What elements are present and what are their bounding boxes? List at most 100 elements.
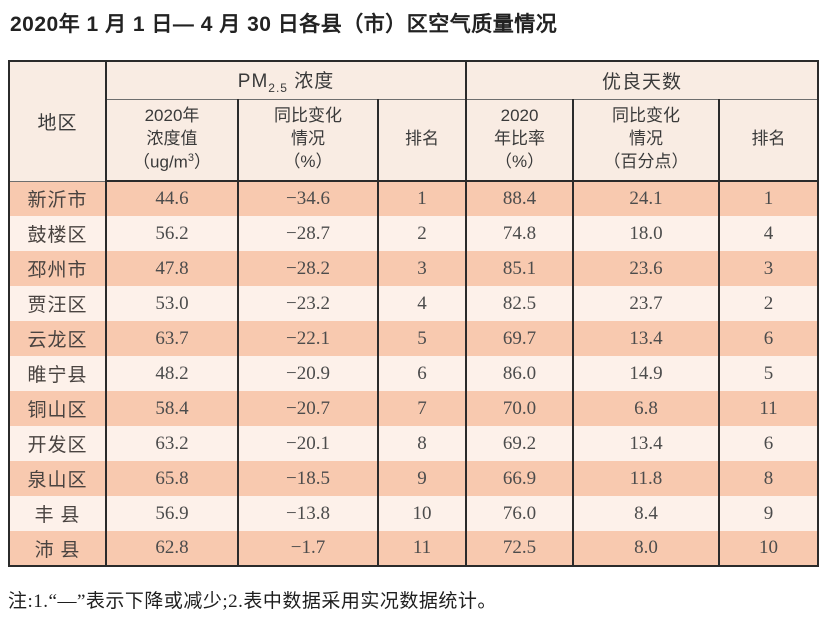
cell-good-change: 8.0 [572, 531, 721, 566]
cell-pm-value: 65.8 [105, 461, 239, 496]
table-row-tongshan: 铜山区 58.4 −20.7 7 70.0 6.8 11 [8, 391, 820, 426]
cell-pm-change: −20.9 [237, 356, 379, 391]
cubic-superscript: 3 [187, 151, 194, 164]
cell-region: 铜山区 [8, 391, 107, 426]
cell-good-ratio: 76.0 [465, 496, 575, 531]
table-row-fengxian: 丰 县 56.9 −13.8 10 76.0 8.4 9 [8, 496, 820, 531]
table-row-xinyi: 新沂市 44.6 −34.6 1 88.4 24.1 1 [8, 181, 820, 216]
cell-good-ratio: 66.9 [465, 461, 575, 496]
page-title: 2020年 1 月 1 日— 4 月 30 日各县（市）区空气质量情况 [10, 13, 558, 36]
cell-pm-rank: 5 [376, 321, 468, 356]
cell-region: 丰 县 [8, 496, 107, 531]
cell-pm-change: −22.1 [237, 321, 379, 356]
cell-pm-rank: 10 [376, 496, 468, 531]
column-header-region: 地区 [8, 61, 107, 182]
cell-good-rank: 3 [718, 251, 820, 286]
table-group-header-row: 地区 PM2.5 浓度 优良天数 [8, 61, 820, 182]
cell-pm-value: 63.2 [105, 426, 239, 461]
cell-good-rank: 11 [718, 391, 820, 426]
cell-pm-change: −1.7 [237, 531, 379, 566]
cell-good-ratio: 69.2 [465, 426, 575, 461]
pm25-subscript: 2.5 [268, 80, 288, 95]
cell-pm-rank: 1 [376, 181, 468, 216]
cell-good-rank: 1 [718, 181, 820, 216]
cell-pm-rank: 11 [376, 531, 468, 566]
cell-pm-value: 62.8 [105, 531, 239, 566]
table-row-gulou: 鼓楼区 56.2 −28.7 2 74.8 18.0 4 [8, 216, 820, 251]
cell-good-change: 24.1 [572, 181, 721, 216]
cell-pm-change: −34.6 [237, 181, 379, 216]
pm25-prefix: PM [237, 70, 269, 92]
column-header-good-ratio: 2020 年比率 （%） [465, 99, 575, 182]
footnote: 注:1.“—”表示下降或减少;2.表中数据采用实况数据统计。 [8, 591, 497, 612]
cell-good-ratio: 69.7 [465, 321, 575, 356]
cell-good-change: 14.9 [572, 356, 721, 391]
cell-good-rank: 9 [718, 496, 820, 531]
cell-region: 云龙区 [8, 321, 107, 356]
column-group-pm25: PM2.5 浓度 [104, 61, 468, 100]
cell-pm-rank: 8 [376, 426, 468, 461]
cell-good-rank: 4 [718, 216, 820, 251]
table-row-quanshan: 泉山区 65.8 −18.5 9 66.9 11.8 8 [8, 461, 820, 496]
pm25-suffix: 浓度 [287, 70, 335, 92]
table-row-kaifaqu: 开发区 63.2 −20.1 8 69.2 13.4 6 [8, 426, 820, 461]
cell-good-ratio: 82.5 [465, 286, 575, 321]
cell-good-rank: 2 [718, 286, 820, 321]
pm-value-line1: 2020年 [144, 106, 200, 126]
pm-value-line3: （ug/m3） [133, 151, 211, 172]
cell-pm-value: 58.4 [105, 391, 239, 426]
cell-pm-change: −18.5 [237, 461, 379, 496]
table-sub-header-row: 2020年 浓度值 （ug/m3） 同比变化 情况 （%） 排名 2020 年比… [9, 99, 820, 182]
pm-value-line2: 浓度值 [146, 128, 198, 148]
cell-pm-value: 44.6 [105, 181, 239, 216]
table-row-pizhou: 邳州市 47.8 −28.2 3 85.1 23.6 3 [8, 251, 820, 286]
cell-good-ratio: 85.1 [465, 251, 575, 286]
cell-pm-rank: 6 [376, 356, 468, 391]
cell-region: 贾汪区 [8, 286, 107, 321]
cell-good-rank: 10 [718, 531, 820, 566]
cell-pm-rank: 4 [376, 286, 468, 321]
cell-region: 邳州市 [8, 251, 107, 286]
cell-pm-change: −28.7 [237, 216, 379, 251]
cell-good-change: 23.6 [572, 251, 721, 286]
cell-good-rank: 6 [718, 321, 820, 356]
cell-good-change: 8.4 [572, 496, 721, 531]
column-header-pm-value: 2020年 浓度值 （ug/m3） [105, 99, 239, 182]
cell-good-ratio: 86.0 [465, 356, 575, 391]
cell-good-rank: 6 [718, 426, 820, 461]
column-header-good-change: 同比变化 情况 （百分点） [572, 99, 721, 182]
cell-good-change: 6.8 [572, 391, 721, 426]
cell-good-change: 23.7 [572, 286, 721, 321]
cell-pm-change: −20.1 [237, 426, 379, 461]
cell-region: 鼓楼区 [8, 216, 107, 251]
cell-region: 新沂市 [8, 181, 107, 216]
cell-good-rank: 5 [718, 356, 820, 391]
table-row-jiawang: 贾汪区 53.0 −23.2 4 82.5 23.7 2 [8, 286, 820, 321]
cell-good-change: 18.0 [572, 216, 721, 251]
cell-pm-value: 47.8 [105, 251, 239, 286]
cell-pm-change: −23.2 [237, 286, 379, 321]
column-header-pm-rank: 排名 [376, 99, 468, 182]
cell-good-change: 11.8 [572, 461, 721, 496]
column-header-pm-change: 同比变化 情况 （%） [237, 99, 379, 182]
table-row-suining: 睢宁县 48.2 −20.9 6 86.0 14.9 5 [8, 356, 820, 391]
cell-good-rank: 8 [718, 461, 820, 496]
cell-pm-value: 56.2 [105, 216, 239, 251]
cell-region: 开发区 [8, 426, 107, 461]
cell-region: 睢宁县 [8, 356, 107, 391]
cell-good-ratio: 74.8 [465, 216, 575, 251]
cell-pm-rank: 9 [376, 461, 468, 496]
cell-pm-rank: 3 [376, 251, 468, 286]
cell-pm-rank: 7 [376, 391, 468, 426]
cell-pm-change: −20.7 [237, 391, 379, 426]
cell-region: 泉山区 [8, 461, 107, 496]
cell-pm-value: 56.9 [105, 496, 239, 531]
cell-pm-change: −28.2 [237, 251, 379, 286]
cell-pm-rank: 2 [376, 216, 468, 251]
table-row-peixian: 沛 县 62.8 −1.7 11 72.5 8.0 10 [8, 531, 820, 566]
cell-pm-value: 53.0 [105, 286, 239, 321]
air-quality-table: 地区 PM2.5 浓度 优良天数 2020年 浓度值 （ug/m3） 同比变化 … [8, 60, 820, 567]
cell-pm-value: 48.2 [105, 356, 239, 391]
cell-pm-value: 63.7 [105, 321, 239, 356]
